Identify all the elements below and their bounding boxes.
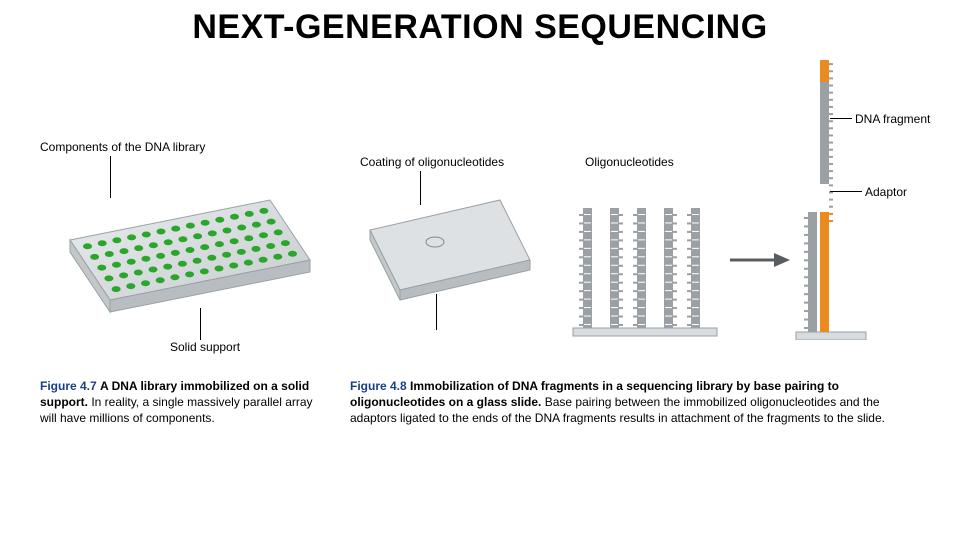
leader-slide-bottom bbox=[436, 294, 437, 330]
glass-slide bbox=[350, 180, 540, 320]
caption-4-8: Figure 4.8 Immobilization of DNA fragmen… bbox=[350, 378, 910, 427]
fignum-4-7: Figure 4.7 bbox=[40, 379, 97, 393]
figure-4-8: Coating of oligonucleotides Oligonucleot… bbox=[350, 60, 940, 490]
page-title: NEXT-GENERATION SEQUENCING bbox=[0, 8, 960, 47]
leader-adaptor bbox=[830, 191, 862, 192]
arrow-icon bbox=[730, 250, 790, 270]
leader-dna-fragment bbox=[830, 118, 852, 119]
label-oligos: Oligonucleotides bbox=[585, 155, 674, 169]
label-adaptor: Adaptor bbox=[865, 185, 907, 199]
oligonucleotide-array bbox=[565, 168, 725, 338]
label-dna-fragment: DNA fragment bbox=[855, 112, 930, 126]
caption-4-7: Figure 4.7 A DNA library immobilized on … bbox=[40, 378, 320, 427]
figure-4-7: Components of the DNA library Solid supp… bbox=[40, 140, 330, 480]
fignum-4-8: Figure 4.8 bbox=[350, 379, 407, 393]
bound-fragment bbox=[790, 60, 930, 340]
dna-plate bbox=[40, 180, 320, 330]
label-coating: Coating of oligonucleotides bbox=[360, 155, 504, 169]
leader-bottom bbox=[200, 308, 201, 340]
label-solid-support: Solid support bbox=[170, 340, 240, 354]
label-components: Components of the DNA library bbox=[40, 140, 205, 154]
